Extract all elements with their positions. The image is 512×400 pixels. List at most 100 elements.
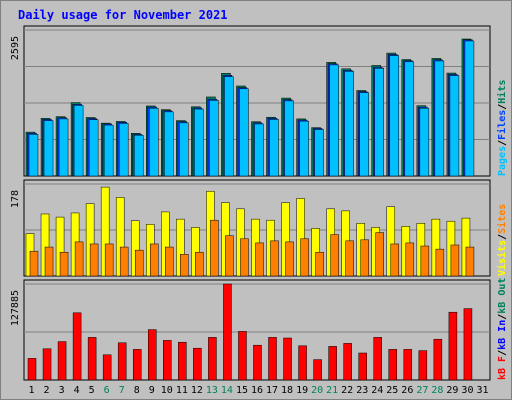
x-tick-label: 31 [476, 385, 488, 396]
bar-kb-f-day-12 [193, 347, 202, 381]
bar-sites-day-29 [450, 244, 460, 277]
bar-kb-f-day-29 [448, 311, 458, 381]
x-tick-label: 21 [326, 385, 338, 396]
bar-kb-f-day-22 [343, 343, 352, 381]
bar-pages-day-10 [164, 111, 174, 177]
bar-sites-day-15 [240, 238, 249, 277]
bar-sites-day-22 [345, 240, 354, 277]
legend-hits-files-pages: Pages/Files/Hits [496, 80, 508, 176]
legend-kbytes: kB F/kB In/kB Out [497, 278, 508, 380]
legend-visits-sites: Visits/Sites [496, 204, 508, 276]
bar-pages-day-18 [284, 100, 294, 177]
legend-entry: kB Out [497, 278, 508, 314]
bar-pages-day-16 [254, 123, 264, 177]
bar-pages-day-5 [88, 119, 99, 177]
x-tick-label: 6 [104, 385, 110, 396]
bar-kb-f-day-11 [178, 341, 187, 381]
x-tick-label: 30 [461, 385, 473, 396]
bar-sites-day-17 [270, 240, 279, 277]
bar-kb-f-day-26 [403, 349, 413, 381]
bar-pages-day-17 [269, 119, 279, 177]
bar-sites-day-20 [315, 251, 324, 277]
bar-pages-day-6 [103, 124, 114, 177]
x-tick-label: 18 [281, 385, 293, 396]
bar-kb-f-day-17 [268, 337, 277, 381]
bar-pages-day-4 [73, 105, 84, 177]
bar-pages-day-19 [299, 120, 309, 177]
bar-kb-f-day-2 [42, 348, 52, 381]
bar-pages-day-29 [449, 75, 460, 177]
bar-sites-day-8 [134, 249, 144, 277]
bar-sites-day-19 [300, 238, 309, 277]
bar-sites-day-3 [59, 251, 69, 277]
bar-sites-day-28 [435, 248, 445, 277]
x-tick-label: 24 [371, 385, 383, 396]
x-tick-label: 22 [341, 385, 353, 396]
bar-pages-day-14 [224, 76, 234, 177]
x-tick-label: 14 [221, 385, 233, 396]
legend-entry: Sites [496, 204, 508, 234]
legend-entry: / [497, 234, 508, 240]
y-max-label: 127885 [10, 290, 21, 326]
x-tick-label: 11 [176, 385, 188, 396]
x-tick-label: 16 [251, 385, 263, 396]
bar-sites-day-16 [255, 242, 264, 277]
bar-kb-f-day-18 [283, 337, 292, 381]
bar-pages-day-20 [314, 129, 324, 177]
bar-kb-f-day-21 [328, 346, 337, 381]
bar-sites-day-27 [420, 245, 430, 277]
bar-kb-f-day-16 [253, 344, 262, 381]
x-tick-label: 3 [59, 385, 65, 396]
bar-kb-f-day-15 [238, 331, 247, 381]
bar-pages-day-9 [149, 107, 159, 177]
legend-entry: Hits [496, 80, 508, 104]
x-tick-label: 1 [29, 385, 35, 396]
x-tick-label: 26 [401, 385, 413, 396]
bar-kb-f-day-27 [418, 350, 428, 381]
bar-pages-day-15 [239, 88, 249, 177]
bar-sites-day-26 [405, 242, 415, 277]
bar-sites-day-25 [390, 243, 400, 277]
x-tick-label: 8 [134, 385, 140, 396]
bar-kb-f-day-9 [148, 329, 157, 381]
bar-sites-day-24 [375, 232, 384, 277]
bar-kb-f-day-6 [102, 354, 112, 381]
bar-sites-day-6 [104, 243, 114, 277]
bar-kb-f-day-25 [388, 349, 398, 381]
bar-sites-day-5 [89, 243, 99, 277]
legend-entry: Visits [496, 240, 508, 276]
bar-pages-day-26 [404, 61, 415, 177]
bar-sites-day-14 [225, 235, 234, 277]
x-tick-label: 7 [119, 385, 125, 396]
bar-kb-f-day-23 [358, 352, 367, 381]
legend-entry: Pages [497, 146, 508, 176]
bar-pages-day-7 [118, 123, 129, 177]
chart-title: Daily usage for November 2021 [18, 8, 228, 22]
legend-entry: Files [496, 110, 508, 140]
bar-pages-day-25 [389, 55, 400, 177]
x-tick-label: 15 [236, 385, 248, 396]
x-tick-label: 9 [149, 385, 155, 396]
bar-sites-day-2 [44, 246, 54, 277]
bar-sites-day-12 [195, 251, 204, 277]
bar-sites-day-9 [150, 243, 159, 277]
bar-sites-day-18 [285, 241, 294, 277]
legend-entry: kB F [497, 356, 508, 380]
bar-sites-day-23 [360, 239, 369, 277]
x-tick-label: 27 [416, 385, 428, 396]
bar-kb-f-day-20 [313, 359, 322, 381]
bar-kb-f-day-13 [208, 337, 217, 381]
legend-entry: / [497, 350, 508, 356]
bar-kb-f-day-10 [163, 340, 172, 381]
bar-pages-day-11 [179, 122, 189, 177]
bar-sites-day-4 [74, 241, 84, 277]
legend-entry: / [497, 104, 508, 110]
bar-kb-f-day-28 [433, 338, 443, 381]
x-tick-label: 20 [311, 385, 323, 396]
bar-sites-day-11 [180, 254, 189, 277]
bar-pages-day-21 [329, 64, 339, 177]
bar-sites-day-7 [119, 246, 129, 277]
bar-pages-day-8 [133, 134, 144, 177]
legend-entry: kB In [497, 320, 508, 350]
